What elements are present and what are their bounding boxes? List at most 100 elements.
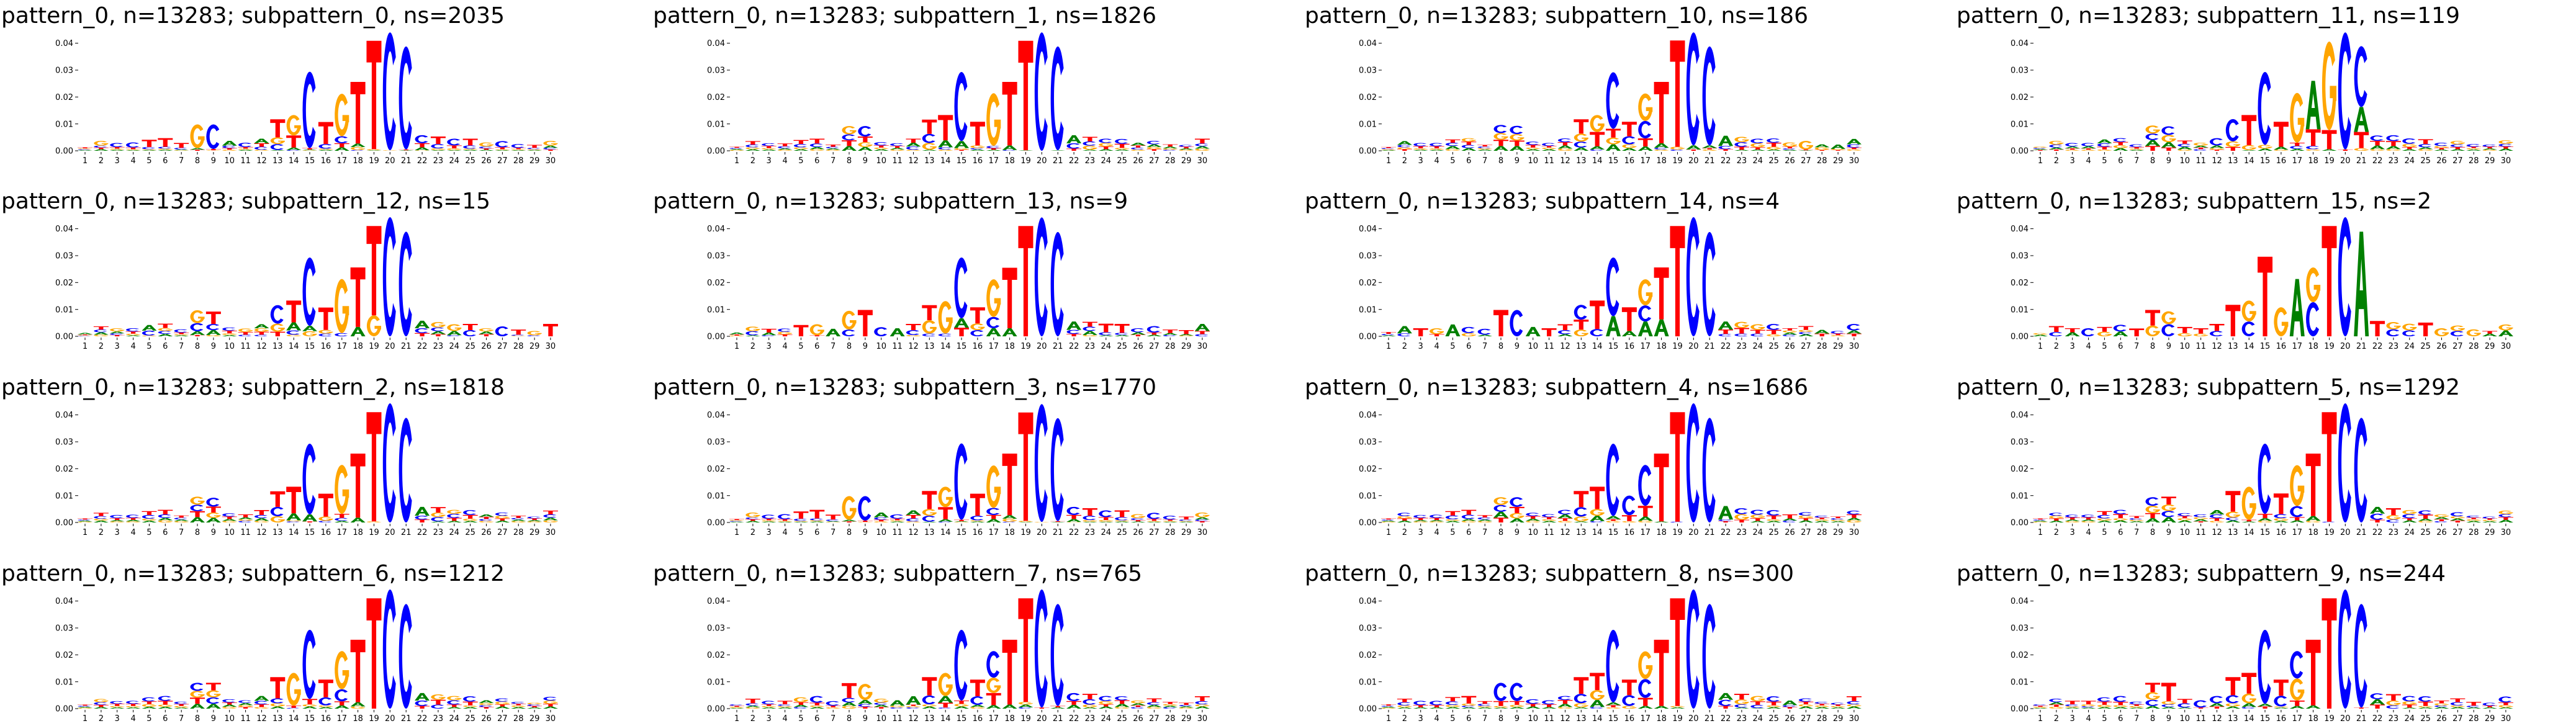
x-tick-label: 11: [2195, 342, 2206, 351]
logo-letter-A: [954, 318, 970, 328]
x-tick-label: 13: [272, 714, 283, 724]
y-tick-label: 0.01: [55, 120, 73, 129]
logo-letter-T: [2033, 150, 2048, 151]
logo-letter-G: [1526, 147, 1541, 150]
logo-letter-A: [2097, 139, 2112, 143]
logo-letter-T: [527, 145, 543, 148]
logo-letter-A: [2065, 707, 2080, 709]
logo-letter-C: [1622, 136, 1636, 145]
logo-letter-A: [1381, 150, 1396, 151]
x-tick-label: 4: [130, 156, 135, 166]
logo-letter-T: [1846, 514, 1862, 518]
logo-letter-G: [206, 150, 221, 151]
logo-letter-A: [1557, 145, 1573, 149]
x-tick-label: 9: [1515, 342, 1520, 351]
logo-letter-C: [382, 403, 396, 522]
logo-letter-G: [1622, 144, 1637, 148]
y-tick-label: 0.01: [707, 678, 725, 687]
logo-letter-A: [1163, 706, 1178, 707]
logo-letter-A: [745, 706, 760, 707]
logo-letter-G: [793, 697, 808, 702]
x-tick-label: 24: [1753, 156, 1763, 166]
logo-letter-A: [527, 150, 543, 151]
y-tick-label: 0.04: [2011, 411, 2029, 420]
logo-letter-T: [857, 137, 873, 143]
logo-letter-C: [1413, 514, 1427, 518]
y-tick-label: 0.01: [2011, 678, 2029, 687]
x-tick-label: 7: [831, 156, 835, 166]
logo-letter-C: [762, 335, 775, 336]
x-tick-label: 17: [1641, 528, 1651, 537]
logo-letter-T: [1798, 701, 1814, 705]
logo-letter-A: [158, 518, 173, 521]
logo-letter-T: [2370, 519, 2385, 522]
y-tick-label: 0.02: [1359, 279, 1377, 288]
logo-letter-A: [986, 705, 1001, 709]
logo-letter-T: [1670, 226, 1685, 336]
logo-letter-A: [142, 325, 157, 331]
logo-letter-T: [350, 267, 366, 327]
x-tick-label: 11: [2195, 714, 2206, 724]
logo-letter-G: [110, 148, 125, 150]
logo-letter-A: [1179, 334, 1194, 336]
y-tick-label: 0.04: [55, 411, 73, 420]
x-tick-label: 18: [1656, 342, 1667, 351]
logo-letter-G: [1130, 700, 1146, 704]
x-tick-label: 23: [1737, 342, 1747, 351]
logo-letter-T: [286, 135, 302, 148]
logo-letter-C: [302, 258, 316, 326]
logo-letter-C: [335, 689, 348, 702]
x-tick-label: 27: [497, 528, 508, 537]
x-tick-label: 8: [847, 156, 852, 166]
logo-letter-A: [777, 707, 793, 709]
logo-letter-T: [543, 149, 558, 151]
logo-letter-A: [809, 146, 825, 150]
logo-letter-C: [78, 706, 91, 707]
logo-letter-T: [1082, 508, 1097, 516]
logo-letter-C: [970, 330, 984, 336]
logo-letter-T: [729, 519, 744, 521]
logo-letter-G: [142, 704, 156, 707]
logo-letter-G: [2177, 333, 2192, 336]
logo-letter-A: [2145, 518, 2161, 522]
x-tick-label: 15: [957, 342, 967, 351]
logo-letter-A: [479, 150, 494, 151]
logo-letter-T: [2385, 508, 2401, 516]
logo-letter-A: [2466, 707, 2482, 709]
logo-letter-C: [463, 330, 476, 336]
logo-letter-G: [2049, 140, 2064, 145]
x-tick-label: 4: [2086, 342, 2091, 351]
x-tick-label: 23: [1737, 528, 1747, 537]
logo-letter-G: [2097, 149, 2112, 151]
logo-letter-T: [1846, 696, 1862, 701]
logo-letter-T: [174, 704, 189, 706]
x-tick-label: 20: [2340, 156, 2351, 166]
x-tick-label: 15: [2260, 156, 2271, 166]
x-tick-label: 17: [2292, 714, 2303, 724]
logo-letter-C: [1099, 138, 1112, 143]
logo-letter-T: [2482, 706, 2498, 707]
logo-letter-C: [431, 144, 444, 149]
logo-letter-C: [2338, 217, 2351, 336]
logo-letter-A: [906, 696, 921, 705]
x-tick-label: 6: [2118, 714, 2123, 724]
logo-letter-G: [302, 704, 317, 707]
y-tick-label: 0.00: [707, 147, 725, 156]
logo-letter-T: [1557, 700, 1573, 704]
logo-letter-T: [238, 146, 253, 149]
logo-letter-G: [2482, 519, 2497, 521]
x-tick-label: 26: [1133, 714, 1143, 724]
logo-letter-G: [2129, 519, 2144, 521]
logo-letter-C: [1115, 517, 1128, 521]
logo-letter-C: [809, 143, 823, 147]
logo-letter-T: [109, 704, 125, 706]
logo-letter-G: [1477, 706, 1492, 707]
logo-letter-C: [793, 518, 807, 521]
x-tick-label: 14: [2244, 342, 2254, 351]
logo-letter-C: [1397, 702, 1411, 706]
logo-letter-T: [190, 697, 205, 704]
logo-letter-T: [238, 707, 253, 709]
logo-letter-C: [954, 72, 968, 141]
logo-letter-C: [2209, 331, 2223, 336]
logo-letter-A: [462, 521, 478, 522]
